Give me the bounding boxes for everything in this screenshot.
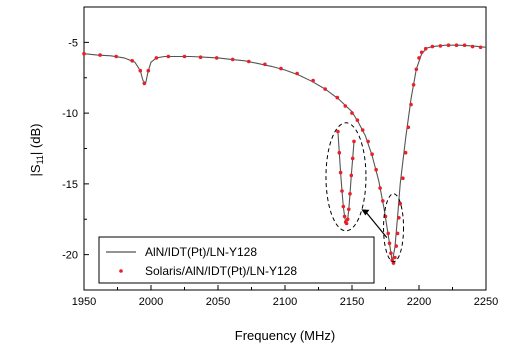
x-axis-title: Frequency (MHz) (235, 328, 335, 343)
series-marker-solaris (411, 83, 416, 87)
zoom-marker (344, 221, 349, 226)
zoom-marker (341, 204, 346, 209)
series-marker-solaris (470, 44, 475, 49)
zoom-marker (350, 156, 355, 161)
zoom-arrow-line (364, 210, 388, 239)
zoom-ellipse (325, 122, 367, 232)
zoom-arrow-head (361, 209, 370, 216)
legend-label-series-2: Solaris/AlN/IDT(Pt)/LN-Y128 (145, 264, 297, 278)
series-marker-solaris (166, 54, 171, 59)
zoom-annotations (325, 122, 405, 263)
series-marker-solaris (387, 241, 392, 246)
y-axis-title-tail: | (dB) (28, 124, 43, 156)
x-tick-label: 2100 (273, 296, 297, 308)
x-tick-label: 1950 (72, 296, 96, 308)
series-marker-solaris (370, 152, 374, 156)
x-tick-label: 2150 (340, 296, 364, 308)
series-layer (82, 43, 487, 265)
series-marker-solaris (454, 43, 459, 47)
series-marker-solaris (423, 46, 428, 51)
series-marker-solaris (395, 231, 400, 236)
series-marker-solaris (295, 71, 299, 76)
series-marker-solaris (247, 59, 251, 64)
zoom-marker (342, 214, 347, 219)
series-marker-solaris (462, 43, 467, 47)
series-marker-solaris (130, 59, 134, 63)
series-marker-solaris (82, 51, 86, 56)
series-marker-solaris (446, 43, 451, 47)
series-marker-solaris (350, 111, 354, 115)
series-marker-solaris (214, 56, 219, 60)
series-marker-solaris (397, 216, 401, 220)
series-marker-solaris (182, 54, 187, 59)
zoom-marker (336, 129, 340, 134)
y-axis-title-main: |S (28, 164, 43, 176)
series-marker-solaris (381, 199, 385, 203)
series-marker-solaris (478, 45, 483, 50)
series-marker-solaris (409, 102, 413, 107)
series-marker-solaris (398, 201, 403, 206)
legend: AlN/IDT(Pt)/LN-Y128 Solaris/AlN/IDT(Pt)/… (98, 236, 375, 284)
x-tick-label: 2000 (139, 296, 163, 308)
zoom-marker (340, 189, 344, 193)
series-marker-solaris (438, 44, 443, 48)
series-marker-solaris (335, 95, 340, 100)
y-tick-label: -10 (62, 108, 78, 120)
dip-ellipse (383, 193, 405, 263)
zoom-line (337, 131, 355, 225)
zoom-marker (348, 192, 352, 196)
zoom-marker (345, 217, 350, 222)
series-marker-solaris (394, 244, 399, 248)
series-marker-solaris (414, 67, 419, 72)
zoom-marker (349, 173, 354, 178)
legend-label-series-1: AlN/IDT(Pt)/LN-Y128 (145, 245, 257, 259)
series-marker-solaris (154, 56, 159, 60)
x-tick-label: 2250 (474, 296, 498, 308)
series-marker-solaris (417, 56, 421, 60)
y-tick-label: -5 (68, 37, 78, 49)
legend-marker-swatch (119, 269, 123, 273)
series-line-aln (83, 44, 487, 262)
y-tick-label: -15 (62, 179, 78, 191)
series-marker-solaris (230, 57, 235, 62)
series-marker-solaris (138, 68, 143, 73)
series-marker-solaris (406, 125, 411, 130)
series-marker-solaris (343, 104, 348, 108)
series-marker-solaris (378, 186, 382, 190)
zoom-marker (352, 139, 356, 144)
series-marker-solaris (401, 176, 405, 180)
series-marker-solaris (430, 44, 435, 49)
series-marker-solaris (98, 53, 102, 57)
x-tick-label: 2200 (407, 296, 431, 308)
series-marker-solaris (323, 87, 328, 91)
series-marker-solaris (142, 81, 147, 86)
series-marker-solaris (374, 167, 378, 172)
series-marker-solaris (391, 261, 396, 265)
legend-box (98, 236, 375, 284)
series-marker-solaris (389, 251, 393, 255)
series-marker-solaris (279, 66, 283, 71)
zoom-marker (338, 170, 343, 175)
series-marker-solaris (114, 54, 118, 59)
y-axis-title-sub: 11 (35, 155, 45, 164)
series-marker-solaris (355, 118, 360, 122)
series-marker-solaris (419, 50, 424, 55)
zoom-marker (347, 207, 351, 212)
y-axis-title: |S11| (dB) (28, 124, 45, 177)
series-marker-solaris (263, 62, 267, 67)
series-marker-solaris (393, 255, 397, 260)
series-marker-solaris (360, 128, 365, 132)
series-marker-solaris (386, 231, 391, 236)
zoom-marker (337, 150, 342, 155)
y-tick-label: -20 (62, 250, 78, 262)
series-marker-solaris (390, 258, 395, 263)
series-marker-solaris (311, 78, 315, 83)
axis-ticks: 1950 2000 2050 2100 2150 2200 2250 -5 -10 -15 -20 (62, 37, 498, 308)
series-marker-solaris (403, 150, 408, 155)
x-tick-label: 2050 (206, 296, 230, 308)
series-marker-solaris (366, 139, 370, 144)
series-marker-solaris (146, 68, 151, 73)
series-marker-solaris (198, 55, 203, 59)
